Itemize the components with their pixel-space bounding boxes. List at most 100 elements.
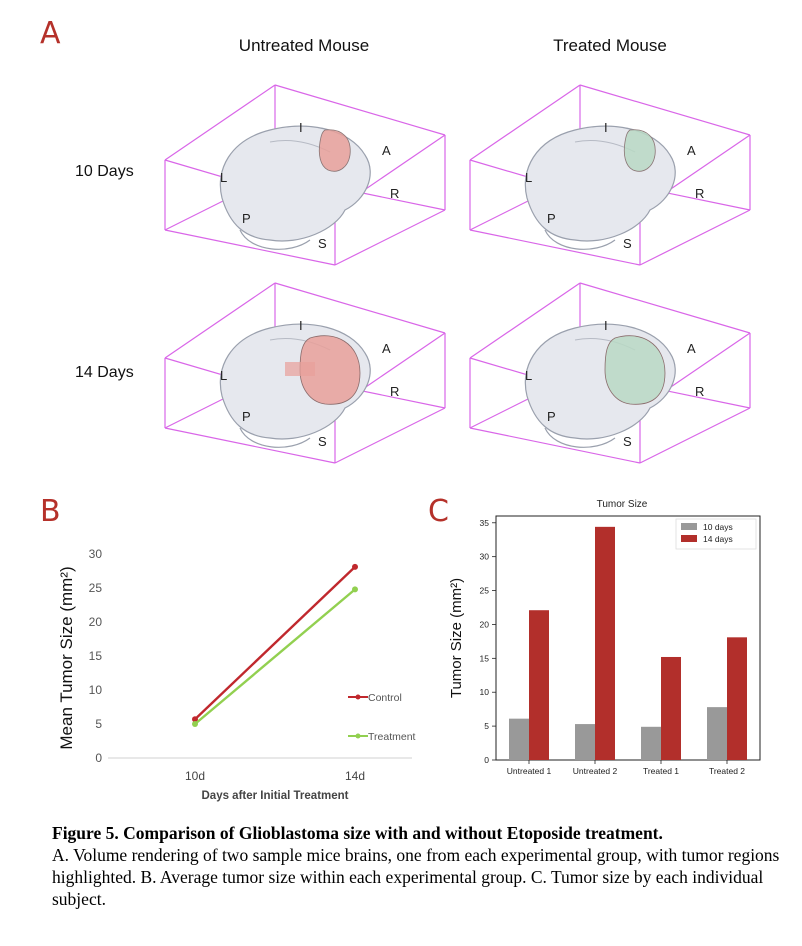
x-tick-label: Treated 2	[709, 766, 745, 776]
x-tick-label: Untreated 2	[573, 766, 618, 776]
data-point	[192, 721, 198, 727]
x-tick-label: Untreated 1	[507, 766, 552, 776]
render-treated-10d-svg: I A L R P S	[469, 84, 751, 266]
tumor-region	[299, 335, 361, 405]
cerebellum-outline	[239, 427, 311, 448]
series-line-control	[194, 566, 356, 721]
panel-b-letter: B	[40, 494, 61, 529]
orientation-label: R	[695, 186, 704, 201]
orientation-label: S	[318, 434, 327, 449]
x-tick-label: Treated 1	[643, 766, 679, 776]
bar-14-days	[595, 526, 615, 760]
column-title-untreated: Untreated Mouse	[238, 36, 370, 55]
orientation-label: I	[604, 120, 608, 135]
cerebellum-outline	[544, 229, 616, 250]
y-tick-label: 10	[480, 687, 490, 697]
cerebellum-outline	[239, 229, 311, 250]
orientation-label: P	[547, 211, 556, 226]
orientation-label: A	[382, 341, 391, 356]
y-tick-label: 10	[89, 683, 103, 697]
row-label-10-days: 10 Days	[75, 163, 134, 180]
bounding-box-edge	[334, 209, 446, 266]
render-treated-10d: I A L R P S	[465, 80, 755, 275]
bar-14-days	[661, 656, 681, 760]
orientation-label: P	[242, 409, 251, 424]
panel-c-letter: C	[428, 494, 449, 529]
orientation-label: L	[220, 368, 227, 383]
orientation-label: I	[604, 318, 608, 333]
bounding-box-edge	[579, 84, 751, 136]
panel-a-letter: A	[40, 16, 61, 51]
y-tick-label: 15	[89, 649, 103, 663]
tumor-region	[604, 335, 666, 405]
y-tick-label: 0	[484, 755, 489, 765]
data-point	[352, 586, 358, 593]
bar-14-days	[529, 610, 549, 760]
render-treated-14d: I A L R P S	[465, 278, 755, 473]
cerebellum-outline	[544, 427, 616, 448]
bounding-box-edge	[579, 282, 751, 334]
render-untreated-10d: I A L R P S	[160, 80, 450, 275]
legend-label: 14 days	[703, 534, 733, 544]
bounding-box-edge	[274, 282, 446, 334]
bar-10-days	[509, 718, 529, 760]
y-tick-label: 15	[480, 653, 490, 663]
chart-title: Tumor Size	[597, 499, 648, 510]
orientation-label: A	[687, 143, 696, 158]
legend-label: 10 days	[703, 522, 733, 532]
bounding-box-edge	[469, 282, 581, 359]
bounding-box-edge	[639, 407, 751, 464]
data-point	[192, 716, 198, 723]
caption-title: Figure 5. Comparison of Glioblastoma siz…	[52, 823, 663, 843]
orientation-label: L	[220, 170, 227, 185]
y-tick-label: 20	[89, 615, 103, 629]
legend-marker	[355, 733, 361, 739]
render-untreated-10d-svg: I A L R P S	[164, 84, 446, 266]
bounding-box-edge	[164, 282, 276, 359]
y-tick-label: 30	[89, 547, 103, 561]
plot-frame	[495, 515, 761, 761]
orientation-label: R	[695, 384, 704, 399]
bar-14-days	[727, 637, 747, 760]
x-axis-label: Days after Initial Treatment	[202, 790, 349, 802]
y-tick-label: 5	[484, 721, 489, 731]
orientation-label: L	[525, 170, 532, 185]
y-axis-label: Mean Tumor Size (mm²)	[57, 566, 76, 749]
row-label-14-days: 14 Days	[75, 364, 134, 381]
data-point	[352, 563, 358, 570]
bar-10-days	[641, 726, 661, 760]
legend-marker	[355, 694, 361, 700]
bounding-box-edge	[334, 407, 446, 464]
bounding-box-edge	[274, 84, 446, 136]
y-tick-label: 25	[480, 586, 490, 596]
y-tick-label: 20	[480, 619, 490, 629]
line-chart-b: 0 5 10 15 20 25 30 10d 14d Days after Initial Tre…	[57, 547, 416, 802]
bounding-box-edge	[469, 427, 641, 464]
figure-caption: Figure 5. Comparison of Glioblastoma siz…	[52, 822, 792, 910]
bounding-box-edge	[639, 209, 751, 266]
orientation-label: S	[623, 236, 632, 251]
y-tick-label: 0	[95, 751, 102, 765]
tumor-region	[318, 129, 351, 172]
orientation-label: P	[242, 211, 251, 226]
x-tick-label: 10d	[185, 769, 205, 783]
orientation-label: P	[547, 409, 556, 424]
orientation-label: I	[299, 318, 303, 333]
render-treated-14d-svg: I A L R P S	[469, 282, 751, 464]
bounding-box-edge	[469, 229, 641, 266]
bounding-box-edge	[164, 229, 336, 266]
legend-swatch	[681, 535, 697, 542]
bounding-box-edge	[469, 84, 581, 161]
orientation-label: R	[390, 186, 399, 201]
y-tick-label: 5	[95, 717, 102, 731]
y-tick-label: 30	[480, 552, 490, 562]
y-tick-label: 25	[89, 581, 103, 595]
caption-body: A. Volume rendering of two sample mice b…	[52, 845, 780, 909]
orientation-label: A	[382, 143, 391, 158]
column-title-treated: Treated Mouse	[553, 36, 667, 55]
series-line-treatment	[194, 588, 356, 725]
tumor-extension	[285, 362, 315, 376]
orientation-label: S	[623, 434, 632, 449]
legend-label: Control	[368, 692, 402, 704]
legend-swatch	[681, 523, 697, 530]
